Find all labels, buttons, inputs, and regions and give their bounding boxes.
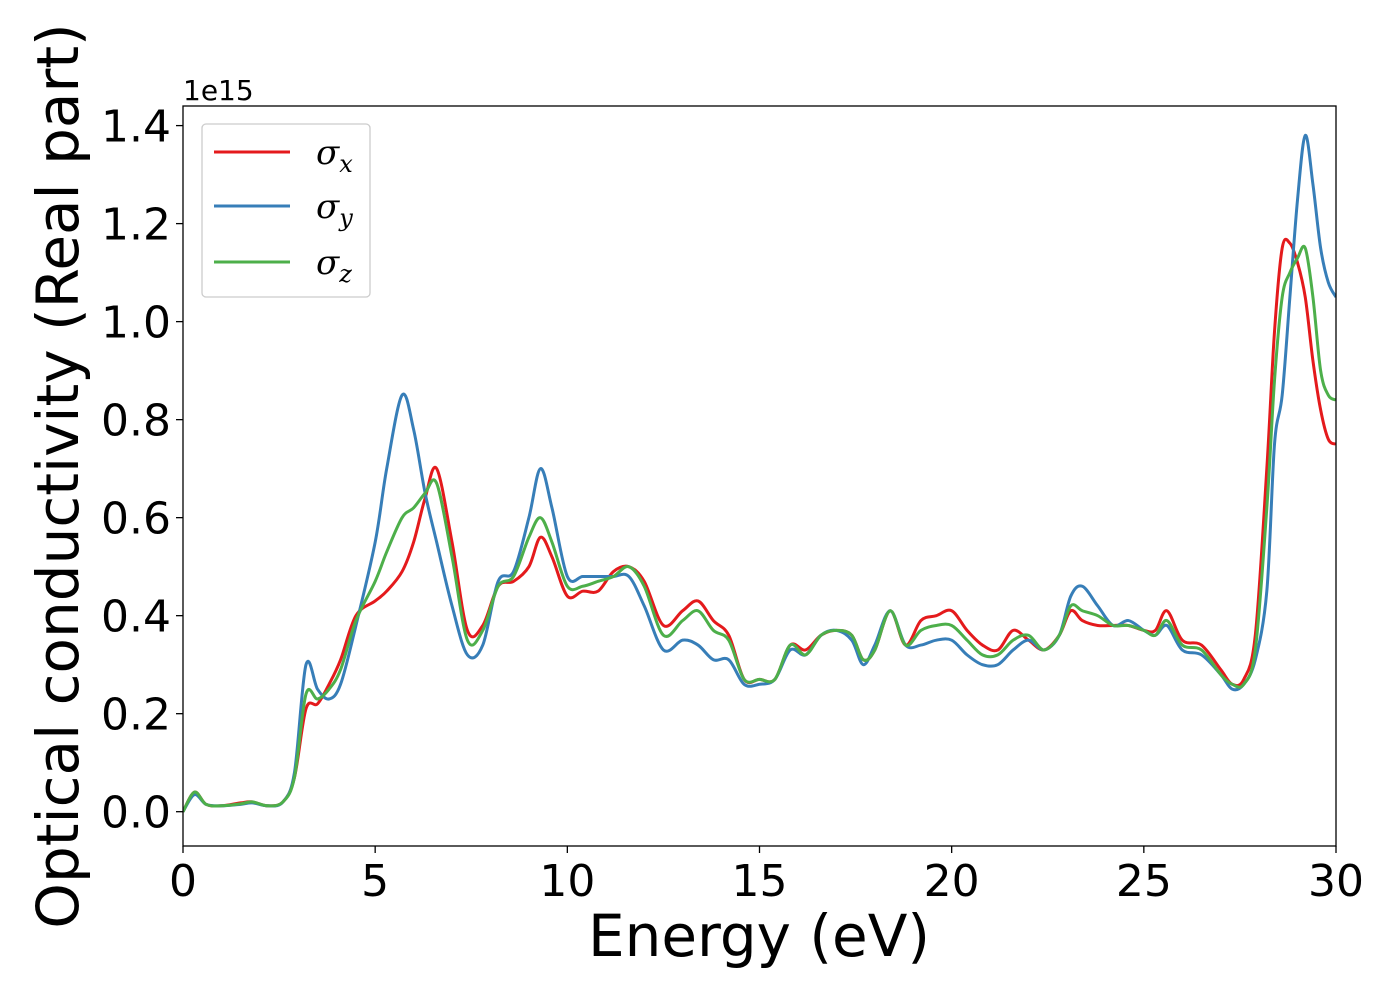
y-tick-label: 0.4	[101, 592, 171, 643]
y-tick-label: 1.2	[101, 200, 171, 251]
legend-entry-sigma-y: σy	[214, 187, 353, 232]
x-tick-label: 15	[732, 856, 788, 907]
legend-label-sigma-z: σz	[316, 243, 352, 288]
series-line-sigma-z	[183, 244, 1336, 813]
y-tick-label: 0.2	[101, 690, 171, 741]
y-tick-label: 0.8	[101, 396, 171, 447]
legend-entry-sigma-z: σz	[214, 243, 352, 288]
y-offset-label: 1e15	[183, 74, 254, 107]
legend-label-sigma-x: σx	[316, 133, 353, 178]
legend-entry-sigma-x: σx	[214, 133, 353, 178]
legend-label-sigma-y: σy	[316, 187, 353, 232]
x-tick-label: 20	[924, 856, 980, 907]
y-axis-title: Optical conductivity (Real part)	[24, 23, 92, 928]
x-tick-label: 0	[169, 856, 197, 907]
x-axis-title: Energy (eV)	[588, 902, 930, 970]
legend-box	[201, 123, 371, 298]
y-tick-label: 1.4	[101, 102, 171, 153]
y-tick-label: 1.0	[101, 298, 171, 349]
y-tick-label: 0.0	[101, 788, 171, 839]
series-line-sigma-x	[183, 237, 1336, 813]
y-tick-label: 0.6	[101, 494, 171, 545]
x-tick-label: 25	[1116, 856, 1172, 907]
legend: σx σy σz	[201, 123, 371, 298]
x-axis-ticks: 0 5 10 15 20 25 30	[169, 846, 1364, 907]
x-tick-label: 30	[1308, 856, 1364, 907]
x-tick-label: 10	[539, 856, 595, 907]
x-tick-label: 5	[361, 856, 389, 907]
y-axis-ticks: 0.0 0.2 0.4 0.6 0.8 1.0 1.2 1.4	[101, 102, 183, 839]
plot-lines	[183, 133, 1336, 813]
